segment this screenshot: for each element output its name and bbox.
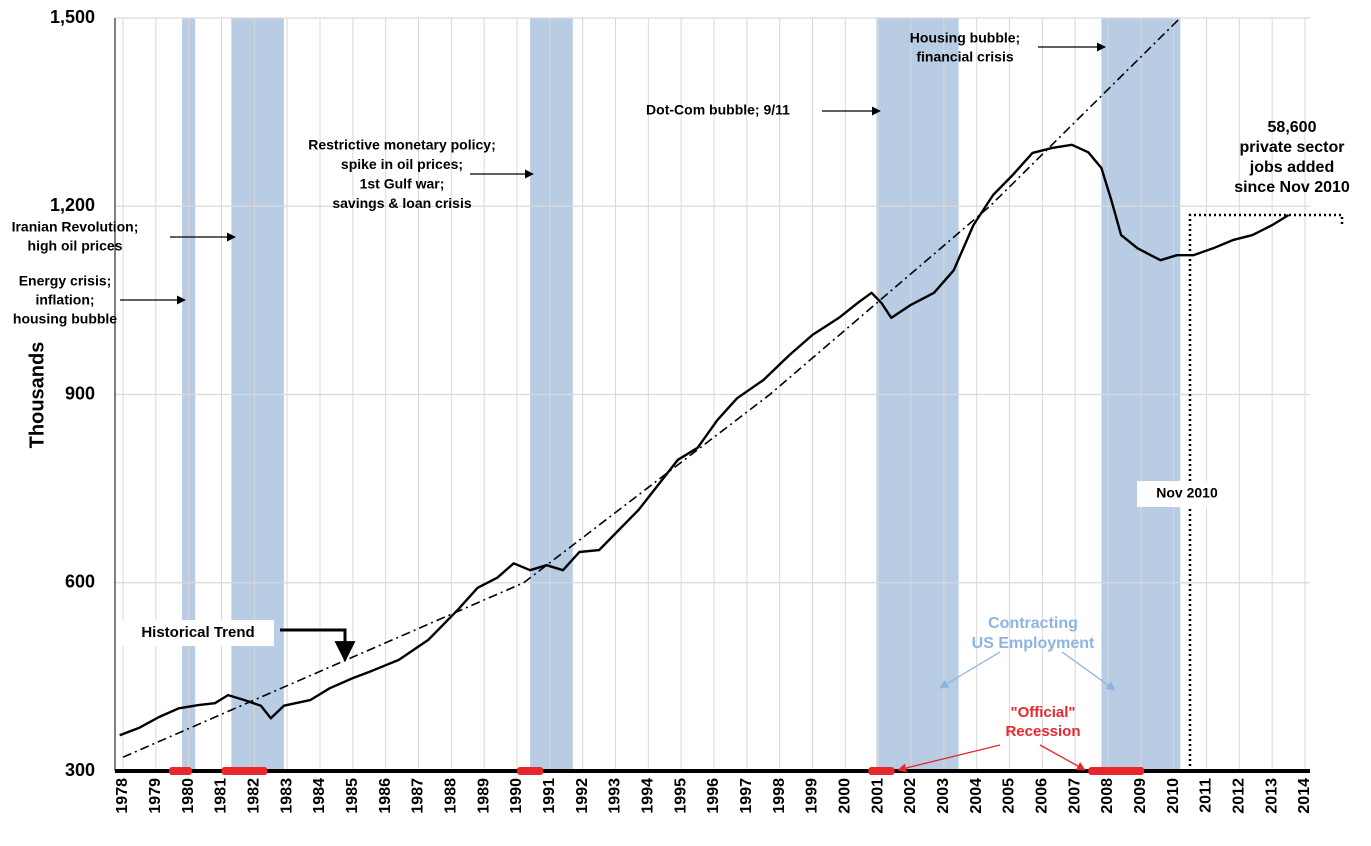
annotation: "Official" (1010, 704, 1075, 721)
x-tick-label: 2003 (935, 778, 952, 814)
annotation: financial crisis (916, 49, 1013, 65)
annotation: inflation; (35, 292, 94, 308)
x-tick-label: 1994 (640, 778, 657, 814)
x-tick-label: 1981 (213, 778, 230, 814)
annotation: Dot-Com bubble; 9/11 (646, 102, 790, 118)
label-box (1137, 481, 1237, 507)
annotation: Contracting (988, 615, 1078, 632)
annotation: 58,600 (1268, 119, 1317, 136)
x-tick-label: 1988 (443, 778, 460, 814)
x-tick-label: 1991 (541, 778, 558, 814)
x-tick-label: 1987 (410, 778, 427, 814)
plot-background (115, 17, 1310, 772)
arrow (1061, 651, 1116, 691)
x-tick-label: 1983 (278, 778, 295, 814)
x-tick-label: 1985 (344, 778, 361, 814)
plot: 1978 1979 1980 1981 1982 1983 1984 1985 1986 1987… (50, 7, 1313, 814)
x-tick-label: 1986 (377, 778, 394, 814)
x-tick-label: 1996 (705, 778, 722, 814)
annotation: jobs added (1249, 159, 1334, 176)
x-tick-label: 1979 (147, 778, 164, 814)
x-tick-label: 1980 (180, 778, 197, 814)
x-tick-label: 1984 (311, 778, 328, 814)
x-tick-label: 2007 (1066, 778, 1083, 814)
x-tick-label: 1982 (246, 778, 263, 814)
x-tick-label: 1998 (771, 778, 788, 814)
trend-label: Historical Trend (141, 624, 254, 641)
annotation: housing bubble (13, 311, 117, 327)
arrow (280, 628, 356, 663)
x-tick-label: 1990 (508, 778, 525, 814)
x-tick-label: 2008 (1099, 778, 1116, 814)
annotations: Historical Trend Energy crisis; inflation;… (12, 30, 1350, 740)
y-tick-label: 900 (65, 383, 95, 403)
x-tick-label: 1993 (607, 778, 624, 814)
nov-2010-marker (1188, 213, 1344, 771)
annotation: Housing bubble; (910, 30, 1020, 46)
x-tick-label: 2009 (1132, 778, 1149, 814)
annotation: since Nov 2010 (1234, 179, 1350, 196)
y-tick-label: 1,200 (50, 195, 95, 215)
data-line (119, 143, 1290, 737)
label-box (122, 620, 274, 646)
x-tick-label: 2005 (1001, 778, 1018, 814)
x-tick-label: 1995 (672, 778, 689, 814)
x-tick-label: 1978 (114, 778, 131, 814)
y-tick-label: 300 (65, 760, 95, 780)
annotation: Recession (1005, 723, 1080, 740)
x-tick-label: 1999 (804, 778, 821, 814)
annotation-arrows (120, 42, 1344, 773)
annotation: US Employment (972, 635, 1095, 652)
x-tick-label: 2001 (869, 778, 886, 814)
x-tick-label: 2011 (1198, 778, 1215, 813)
y-axis-label: Thousands (26, 342, 48, 449)
recession-marker (1088, 767, 1145, 775)
annotation: 1st Gulf war; (360, 176, 445, 192)
arrow (939, 651, 1001, 689)
x-tick-label: 1989 (475, 778, 492, 814)
x-tick-label: 1997 (738, 778, 755, 814)
x-tick-label: 2012 (1231, 778, 1248, 814)
x-tick-label: 1992 (574, 778, 591, 814)
annotation: spike in oil prices; (341, 156, 463, 172)
annotation: Energy crisis; (19, 273, 112, 289)
annotation: high oil prices (28, 238, 123, 254)
annotation: Iranian Revolution; (12, 219, 139, 235)
annotation: savings & loan crisis (332, 195, 471, 211)
arrow (897, 744, 1001, 773)
x-tick-label: 2014 (1296, 778, 1313, 814)
x-tick-label: 2010 (1165, 778, 1182, 814)
annotation: Restrictive monetary policy; (308, 137, 496, 153)
recession-marker (168, 767, 192, 775)
recession-marker (868, 767, 895, 775)
y-tick-label: 1,500 (50, 7, 95, 27)
x-tick-label: 2000 (837, 778, 854, 814)
x-tick-label: 2013 (1263, 778, 1280, 814)
arrow (1039, 744, 1086, 771)
x-tick-label: 2002 (902, 778, 919, 814)
y-tick-label: 600 (65, 572, 95, 592)
recession-marker (221, 767, 268, 775)
annotation: private sector (1240, 139, 1345, 156)
x-tick-label: 2006 (1034, 778, 1051, 814)
recession-marker (517, 767, 544, 775)
x-tick-label: 2004 (968, 778, 985, 814)
trend-line (122, 17, 1181, 758)
annotation: Nov 2010 (1156, 485, 1218, 501)
